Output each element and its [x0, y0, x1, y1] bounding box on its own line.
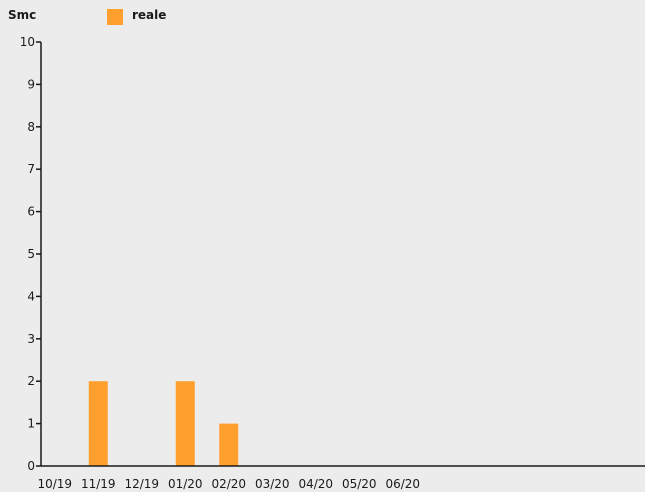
- x-tick-label: 01/20: [168, 477, 203, 491]
- x-tick-label: 10/19: [37, 477, 72, 491]
- y-tick-label: 4: [27, 289, 35, 303]
- bar-02-20: [219, 423, 239, 466]
- x-axis-ticks: 10/19 11/19 12/19 01/20 02/20 03/20 04/20 05/20…: [37, 477, 420, 491]
- y-tick-label: 6: [27, 205, 35, 219]
- legend-label-reale: reale: [132, 8, 166, 22]
- x-tick-label: 12/19: [124, 477, 159, 491]
- bar-11-19: [88, 381, 108, 466]
- bar-01-20: [175, 381, 195, 466]
- x-tick-label: 03/20: [255, 477, 290, 491]
- x-tick-label: 02/20: [211, 477, 246, 491]
- y-tick-label: 3: [27, 332, 35, 346]
- x-tick-label: 05/20: [342, 477, 377, 491]
- legend-swatch-reale: [107, 9, 123, 25]
- bar-series-reale: [88, 381, 239, 466]
- y-tick-label: 9: [27, 77, 35, 91]
- y-tick-label: 7: [27, 162, 35, 176]
- legend: reale: [107, 8, 166, 25]
- y-axis-ticks: 0 1 2 3 4 5 6 7 8 9 10: [20, 35, 41, 473]
- y-axis-label: Smc: [8, 8, 36, 22]
- y-tick-label: 1: [27, 417, 35, 431]
- x-tick-label: 06/20: [385, 477, 420, 491]
- y-tick-label: 8: [27, 120, 35, 134]
- y-tick-label: 0: [27, 459, 35, 473]
- y-tick-label: 2: [27, 374, 35, 388]
- y-tick-label: 5: [27, 247, 35, 261]
- y-tick-label: 10: [20, 35, 35, 49]
- x-tick-label: 04/20: [298, 477, 333, 491]
- x-tick-label: 11/19: [81, 477, 116, 491]
